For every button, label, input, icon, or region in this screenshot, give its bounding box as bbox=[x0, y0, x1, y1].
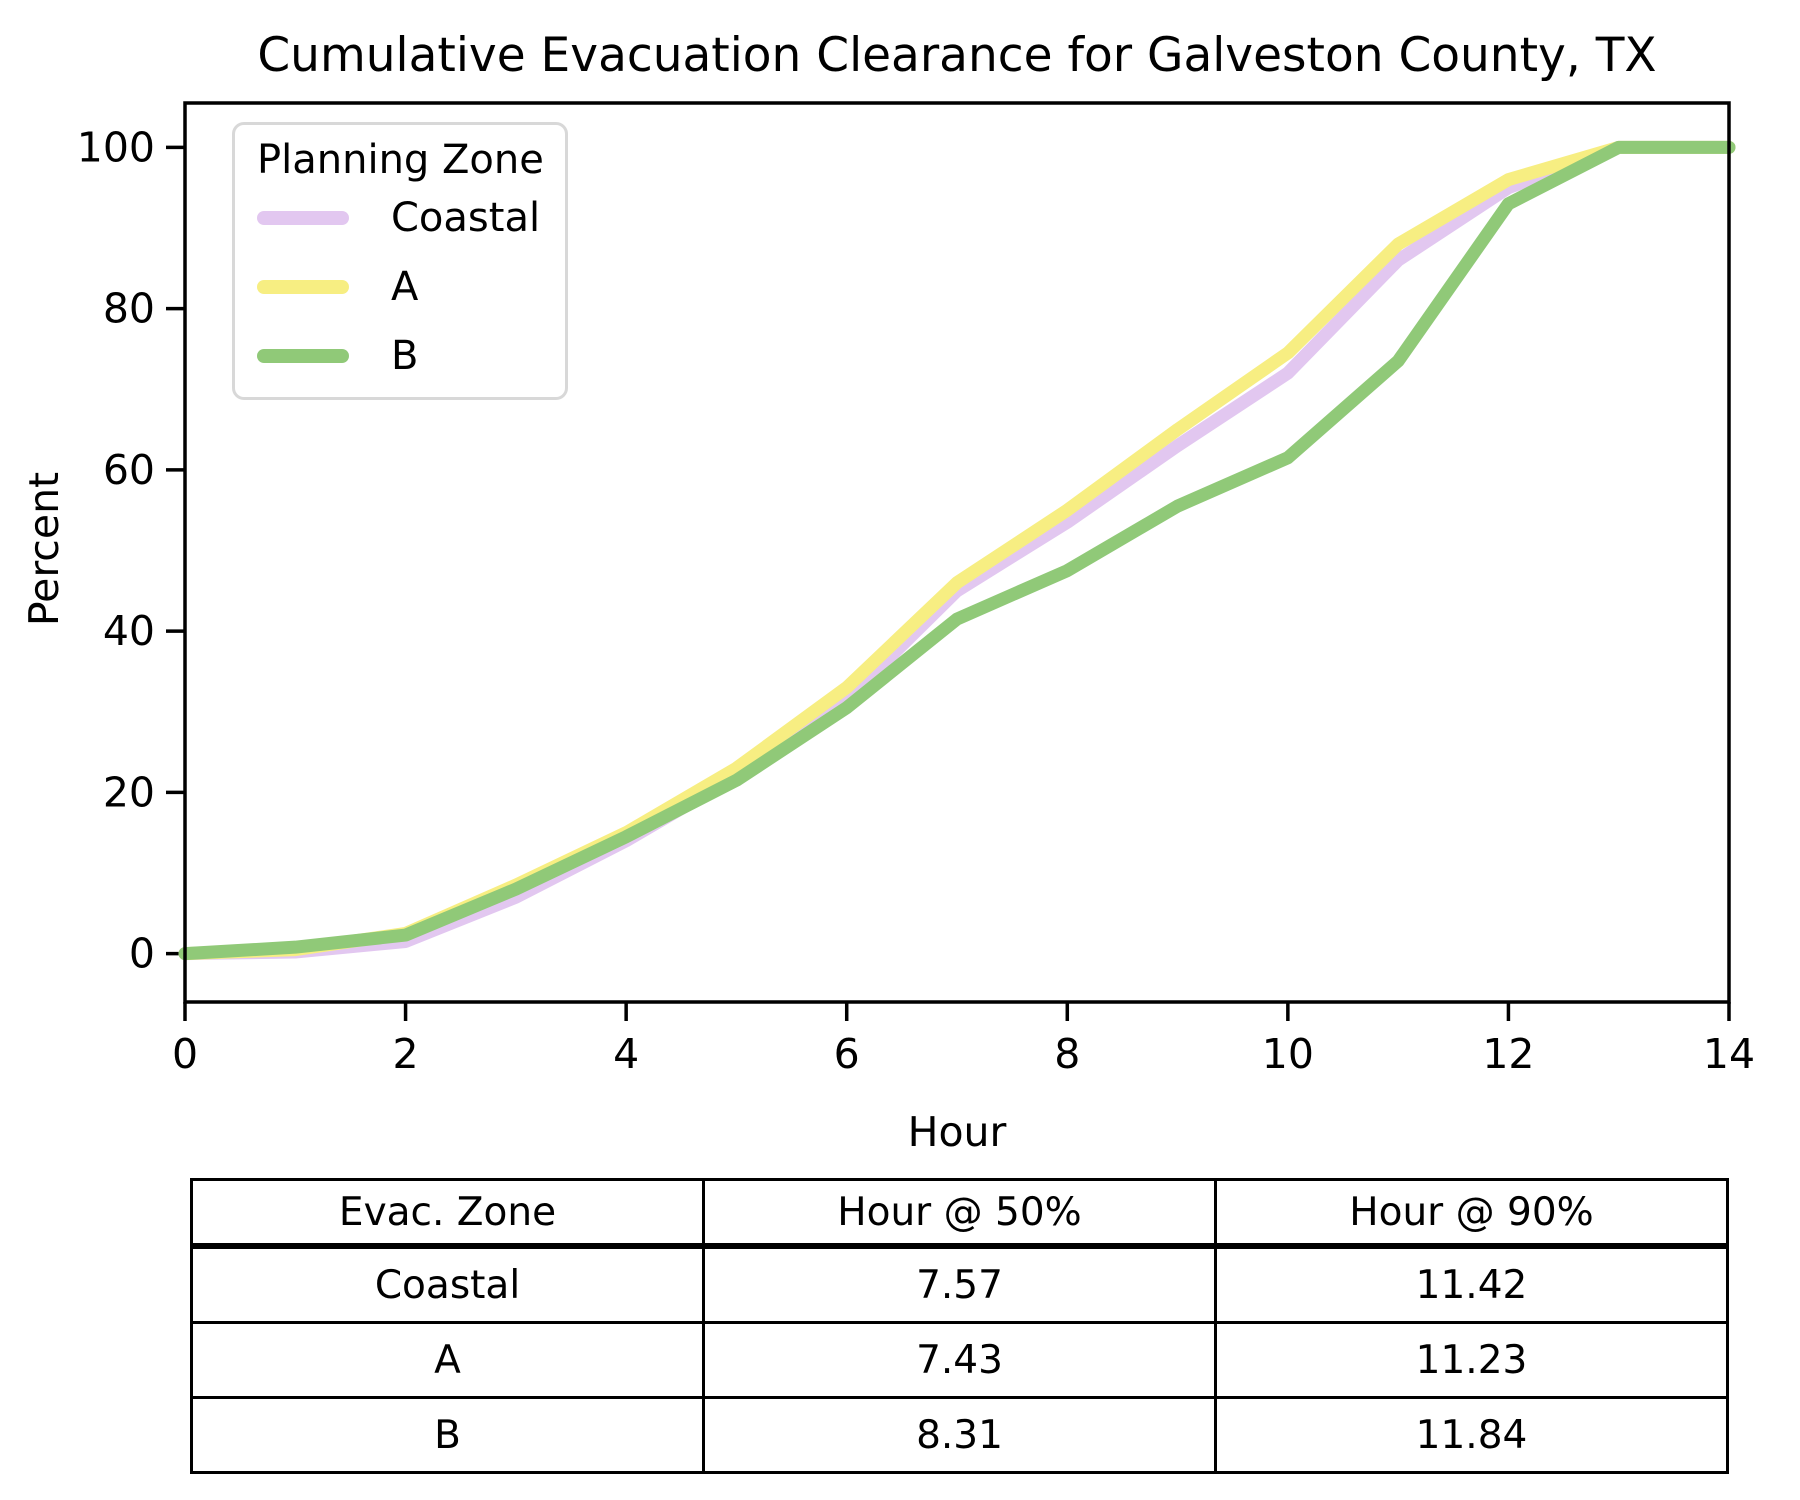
clearance-table-body: Coastal 7.57 11.42 A 7.43 11.23 B 8.31 11.84 bbox=[190, 1244, 1729, 1474]
legend-label: B bbox=[391, 332, 419, 379]
table-header-cell: Hour @ 90% bbox=[1214, 1178, 1729, 1249]
clearance-table-header: Evac. Zone Hour @ 50% Hour @ 90% bbox=[190, 1178, 1729, 1249]
y-axis-label: Percent bbox=[20, 471, 68, 627]
legend-label: A bbox=[391, 263, 419, 310]
table-row-coastal: Coastal 7.57 11.42 bbox=[190, 1244, 1729, 1324]
table-header-cell: Evac. Zone bbox=[190, 1178, 705, 1249]
table-cell: 11.23 bbox=[1214, 1321, 1729, 1399]
chart-title: Cumulative Evacuation Clearance for Galv… bbox=[257, 28, 1657, 83]
x-tick-label-4: 4 bbox=[613, 1030, 639, 1078]
legend-swatch-a bbox=[257, 279, 349, 294]
legend-title: Planning Zone bbox=[257, 137, 544, 183]
table-cell: 11.42 bbox=[1214, 1244, 1729, 1324]
table-cell: 7.57 bbox=[702, 1244, 1217, 1324]
table-cell: 7.43 bbox=[702, 1321, 1217, 1399]
x-tick-label-12: 12 bbox=[1482, 1030, 1534, 1078]
clearance-table: Evac. Zone Hour @ 50% Hour @ 90% Coastal 7.… bbox=[190, 1178, 1729, 1474]
table-cell: 8.31 bbox=[702, 1396, 1217, 1474]
legend-label: Coastal bbox=[391, 194, 541, 241]
axes-box bbox=[183, 101, 1731, 1004]
series-line-b bbox=[178, 140, 1736, 961]
x-axis-label: Hour bbox=[907, 1108, 1007, 1156]
table-row-b: B 8.31 11.84 bbox=[190, 1396, 1729, 1474]
y-tick-label-100: 100 bbox=[77, 123, 155, 171]
legend-swatch-coastal bbox=[257, 210, 349, 225]
table-header-cell: Hour @ 50% bbox=[702, 1178, 1217, 1249]
legend-entry-coastal: Coastal bbox=[235, 183, 565, 252]
table-cell: 11.84 bbox=[1214, 1396, 1729, 1474]
table-cell: A bbox=[190, 1321, 705, 1399]
legend: Planning Zone Coastal A B bbox=[232, 122, 568, 400]
x-tick-label-10: 10 bbox=[1262, 1030, 1314, 1078]
x-tick-label-8: 8 bbox=[1054, 1030, 1080, 1078]
y-tick-label-20: 20 bbox=[103, 768, 155, 816]
x-tick-label-0: 0 bbox=[172, 1030, 198, 1078]
x-tick-label-6: 6 bbox=[834, 1030, 860, 1078]
legend-entries: Coastal A B bbox=[235, 183, 565, 390]
table-cell: B bbox=[190, 1396, 705, 1474]
y-tick-label-0: 0 bbox=[129, 930, 155, 978]
y-tick-label-60: 60 bbox=[103, 446, 155, 494]
legend-entry-b: B bbox=[235, 321, 565, 390]
y-tick-label-40: 40 bbox=[103, 607, 155, 655]
x-tick-label-2: 2 bbox=[393, 1030, 419, 1078]
table-row-a: A 7.43 11.23 bbox=[190, 1321, 1729, 1399]
legend-swatch-b bbox=[257, 348, 349, 363]
legend-entry-a: A bbox=[235, 252, 565, 321]
y-tick-label-80: 80 bbox=[103, 285, 155, 333]
x-tick-label-14: 14 bbox=[1703, 1030, 1755, 1078]
table-cell: Coastal bbox=[190, 1244, 705, 1324]
